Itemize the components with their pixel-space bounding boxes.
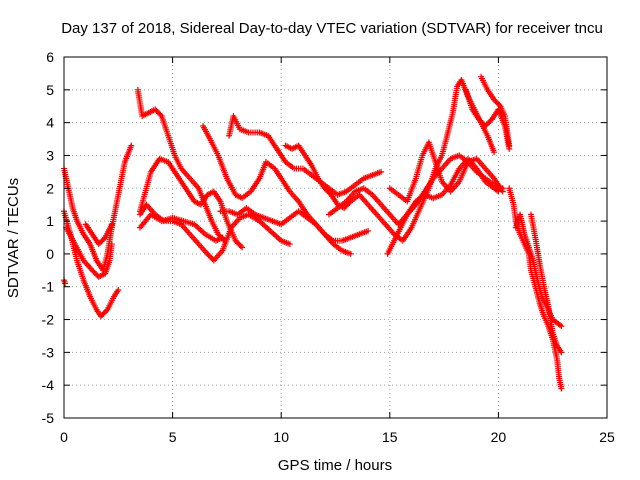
data-point [93,271,100,278]
data-point [493,99,500,106]
y-tick-label: 2 [46,180,54,196]
data-point [233,239,240,246]
x-tick-label: 0 [60,429,68,445]
data-point [205,252,212,259]
series-track-6 [134,86,228,244]
y-tick-label: -3 [42,344,55,360]
data-point [325,189,332,196]
data-point [215,231,222,238]
data-point [237,243,244,250]
data-point [108,221,115,228]
data-point [483,121,490,128]
series-track-7 [137,211,226,244]
data-point [475,116,482,123]
data-point [341,204,348,211]
y-tick-label: 5 [46,82,54,98]
data-point [100,310,107,317]
plot-frame [63,56,608,419]
series-track-16 [386,139,506,205]
data-point [90,268,97,275]
series-track-5 [82,221,115,248]
data-point [103,308,110,315]
y-tick-label: 6 [46,49,54,65]
chart-title: Day 137 of 2018, Sidereal Day-to-day VTE… [61,20,603,37]
data-point [492,97,499,104]
data-point [152,106,159,113]
series-track-12 [217,204,372,244]
data-point [491,96,498,103]
data-point [479,120,486,127]
x-tick-label: 25 [599,429,615,445]
data-point [558,349,565,356]
y-tick-label: 0 [46,246,54,262]
data-point [236,241,243,248]
series-track-11 [226,113,385,198]
data-point [321,185,328,192]
data-points [61,73,565,392]
data-point [99,311,106,318]
data-point [499,188,506,195]
data-point [95,241,102,248]
data-point [477,117,484,124]
data-point [62,280,69,287]
y-tick-label: -1 [42,279,55,295]
data-point [491,149,498,156]
series-track-18 [478,73,513,149]
axis-ticks: 0 5 10 15 20 25 -5 -4 -3 -2 -1 0 1 2 3 4 5 6 [42,49,615,445]
data-point [239,244,246,251]
data-point [208,254,215,261]
data-point [206,253,213,260]
data-point [494,100,501,107]
data-point [100,235,107,242]
data-point [153,107,160,114]
data-point [99,237,106,244]
data-point [322,186,329,193]
x-tick-label: 15 [382,429,398,445]
data-point [115,287,122,294]
data-point [101,309,108,316]
data-point [347,250,354,257]
data-point [232,237,239,244]
data-point [478,118,485,125]
data-point [286,241,293,248]
x-tick-label: 5 [169,429,177,445]
data-point [365,227,372,234]
y-tick-label: -5 [42,410,55,426]
series-track-3 [63,224,115,280]
data-point [204,250,211,257]
data-point [482,122,489,129]
data-point [484,120,491,127]
data-point [89,267,96,274]
data-point [91,269,98,276]
x-axis-label: GPS time / hours [278,457,392,474]
y-tick-label: -4 [42,377,55,393]
data-point [496,101,503,108]
data-point [97,313,104,320]
data-point [378,168,385,175]
x-tick-label: 20 [491,429,507,445]
y-axis-label: SDTVAR / TECUs [5,178,22,298]
y-tick-label: 1 [46,213,54,229]
data-point [324,187,331,194]
data-point [156,110,163,117]
data-point [154,109,161,116]
y-tick-label: 3 [46,147,54,163]
data-point [558,385,565,392]
x-tick-label: 10 [273,429,289,445]
data-point [97,239,104,246]
data-point [219,234,226,241]
data-point [342,203,349,210]
y-tick-label: -2 [42,312,55,328]
data-point [506,142,513,149]
data-point [486,118,493,125]
data-point [157,111,164,118]
data-point [128,142,135,149]
data-point [558,323,565,330]
data-point [235,240,242,247]
y-tick-label: 4 [46,115,54,131]
data-point [108,241,115,248]
series-track-21 [527,211,565,356]
data-point [98,238,105,245]
